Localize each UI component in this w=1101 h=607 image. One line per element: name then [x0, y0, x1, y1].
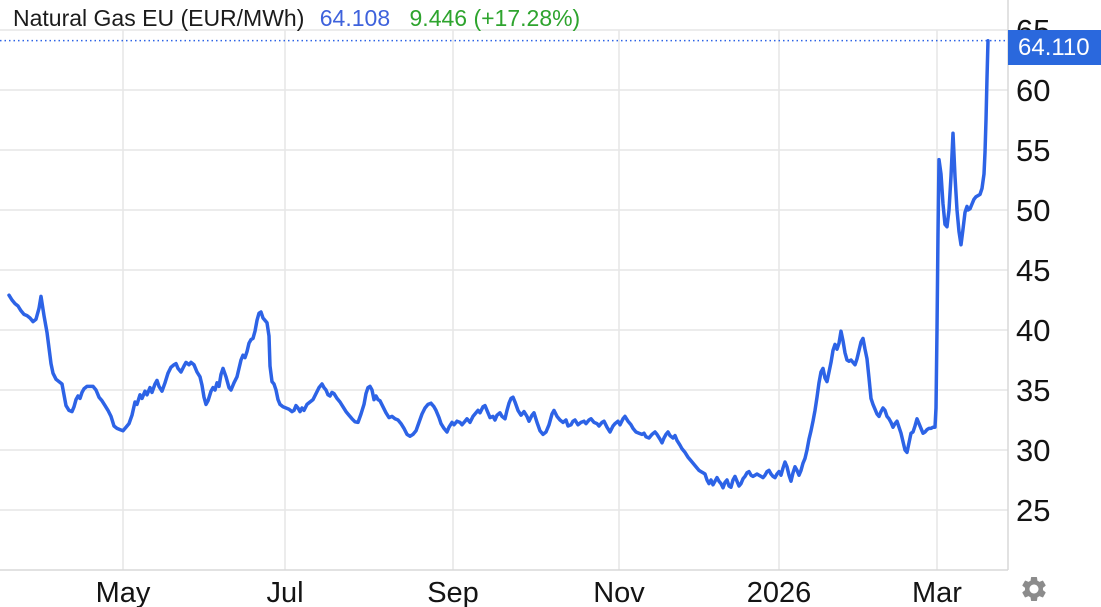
x-axis-label: Nov: [593, 577, 645, 607]
x-axis-label: Jul: [266, 577, 304, 607]
x-axis-label: 2026: [746, 577, 812, 607]
price-line-series[interactable]: [7, 38, 990, 490]
x-axis-label: May: [95, 577, 151, 607]
last-price-value: 64.108: [319, 5, 391, 31]
last-price-tag: 64.110: [1008, 30, 1101, 65]
chart-title: Natural Gas EU (EUR/MWh): [13, 5, 305, 31]
gear-icon: [1022, 577, 1046, 601]
y-axis-label: 45: [1016, 252, 1051, 288]
price-change-value: 9.446 (+17.28%): [409, 5, 581, 31]
x-axis-label: Sep: [427, 577, 479, 607]
settings-button[interactable]: [1019, 574, 1049, 604]
y-axis-label: 40: [1016, 312, 1051, 348]
y-axis-label: 60: [1016, 72, 1051, 108]
y-axis-label: 30: [1016, 432, 1051, 468]
y-axis-label: 35: [1016, 372, 1051, 408]
y-axis-label: 55: [1016, 132, 1051, 168]
chart-header: Natural Gas EU (EUR/MWh) 64.108 9.446 (+…: [13, 5, 580, 32]
y-axis-label: 50: [1016, 192, 1051, 228]
y-axis-label: 25: [1016, 492, 1051, 528]
x-axis-label: Mar: [912, 577, 962, 607]
